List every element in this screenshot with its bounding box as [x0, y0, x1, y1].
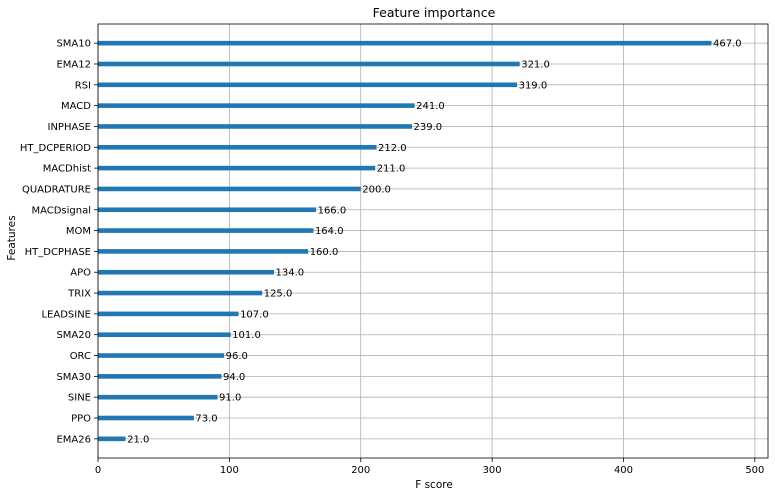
bar: [98, 332, 231, 338]
category-label: QUADRATURE: [22, 184, 91, 195]
category-label: MOM: [66, 226, 91, 237]
bar: [98, 249, 309, 254]
category-label: PPO: [71, 414, 91, 425]
category-label: SMA20: [56, 330, 91, 341]
bars: [98, 40, 712, 442]
y-axis-label: Features: [6, 215, 18, 260]
value-label: 319.0: [519, 80, 548, 91]
category-label: HT_DCPERIOD: [20, 143, 91, 154]
value-label: 166.0: [318, 205, 347, 216]
y-axis-ticks: SMA10 EMA12 RSI MACD INPHASE HT_DCPERIOD MACDh…: [20, 39, 98, 445]
value-label: 21.0: [127, 434, 149, 445]
category-label: MACDsignal: [31, 205, 91, 216]
value-label: 107.0: [240, 309, 269, 320]
category-label: MACD: [61, 101, 91, 112]
bar: [98, 124, 412, 129]
bar: [98, 207, 317, 213]
bar: [98, 311, 239, 317]
category-label: SMA30: [56, 372, 91, 383]
bar: [98, 415, 194, 421]
bar: [98, 436, 126, 442]
category-label: LEADSINE: [41, 309, 91, 320]
value-label: 96.0: [226, 351, 248, 362]
value-label: 212.0: [378, 143, 407, 154]
bar: [98, 186, 361, 192]
category-label: TRIX: [67, 289, 91, 300]
value-label: 241.0: [416, 101, 445, 112]
bar: [98, 228, 314, 233]
value-label: 101.0: [232, 330, 261, 341]
x-tick-label: 400: [614, 465, 633, 476]
category-label: EMA26: [56, 434, 91, 445]
bar: [98, 103, 415, 108]
value-label: 467.0: [713, 39, 742, 50]
bar: [98, 82, 518, 88]
category-label: SINE: [68, 393, 91, 404]
value-label: 125.0: [264, 289, 293, 300]
value-label: 200.0: [362, 184, 391, 195]
category-label: ORC: [70, 351, 91, 362]
bar: [98, 40, 712, 46]
category-label: MACDhist: [43, 164, 91, 175]
bar: [98, 165, 376, 171]
category-label: HT_DCPHASE: [25, 247, 91, 258]
x-tick-label: 0: [95, 465, 101, 476]
value-label: 94.0: [223, 372, 245, 383]
category-label: APO: [70, 268, 91, 279]
category-label: RSI: [75, 80, 91, 91]
bar: [98, 144, 377, 150]
x-axis-label: F score: [415, 479, 453, 491]
bar: [98, 61, 520, 67]
bar: [98, 374, 222, 379]
bar: [98, 269, 275, 275]
chart-title: Feature importance: [373, 5, 496, 20]
value-labels: 467.0 321.0 319.0 241.0 239.0 212.0 211.0 200.0…: [127, 39, 742, 446]
category-label: INPHASE: [48, 122, 92, 133]
value-label: 134.0: [276, 268, 305, 279]
value-label: 91.0: [219, 393, 241, 404]
grid-lines: [97, 24, 768, 458]
bar: [98, 290, 263, 296]
x-tick-label: 500: [745, 465, 764, 476]
plot-area-frame: [97, 23, 769, 459]
value-label: 160.0: [310, 247, 339, 258]
value-label: 321.0: [521, 59, 550, 70]
category-label: SMA10: [56, 39, 91, 50]
category-label: EMA12: [56, 59, 91, 70]
value-label: 239.0: [413, 122, 442, 133]
value-label: 164.0: [315, 226, 344, 237]
value-label: 73.0: [195, 414, 217, 425]
x-tick-label: 200: [351, 465, 370, 476]
bar: [98, 394, 218, 400]
bar: [98, 353, 225, 358]
x-axis-ticks: 0 100 200 300 400 500: [95, 458, 764, 476]
x-tick-label: 100: [220, 465, 239, 476]
value-label: 211.0: [377, 164, 406, 175]
x-tick-label: 300: [483, 465, 502, 476]
